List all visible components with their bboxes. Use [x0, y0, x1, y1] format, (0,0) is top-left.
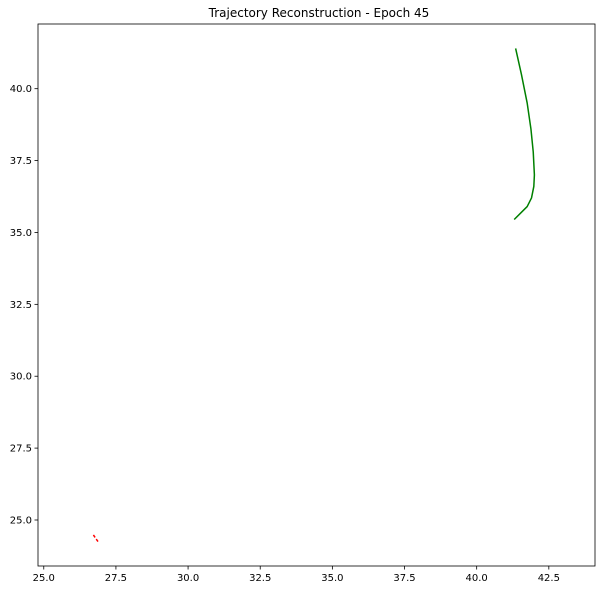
x-tick-label: 40.0: [466, 573, 488, 584]
series-line-red: [92, 534, 99, 543]
y-axis: 25.0 27.5 30.0 32.5 35.0 37.5 40.0: [10, 84, 38, 526]
x-tick-label: 30.0: [177, 573, 199, 584]
x-tick-label: 37.5: [393, 573, 415, 584]
axes-frame: [37, 23, 596, 567]
y-tick-label: 30.0: [10, 372, 32, 383]
x-tick-label: 32.5: [249, 573, 271, 584]
chart-title: Trajectory Reconstruction - Epoch 45: [208, 6, 430, 20]
x-axis: 25.0 27.5 30.0 32.5 35.0 37.5 40.0 42.5: [33, 566, 560, 584]
y-tick-label: 32.5: [10, 300, 32, 311]
x-tick-label: 25.0: [33, 573, 55, 584]
series-line-green: [513, 48, 536, 221]
y-tick-label: 25.0: [10, 515, 32, 526]
y-tick-label: 27.5: [10, 444, 32, 455]
plot-area: [37, 23, 596, 567]
x-tick-label: 35.0: [321, 573, 343, 584]
x-tick-label: 27.5: [105, 573, 127, 584]
series-layer: [92, 48, 536, 543]
y-tick-label: 40.0: [10, 84, 32, 95]
y-tick-label: 37.5: [10, 156, 32, 167]
x-tick-label: 42.5: [538, 573, 560, 584]
y-tick-label: 35.0: [10, 228, 32, 239]
